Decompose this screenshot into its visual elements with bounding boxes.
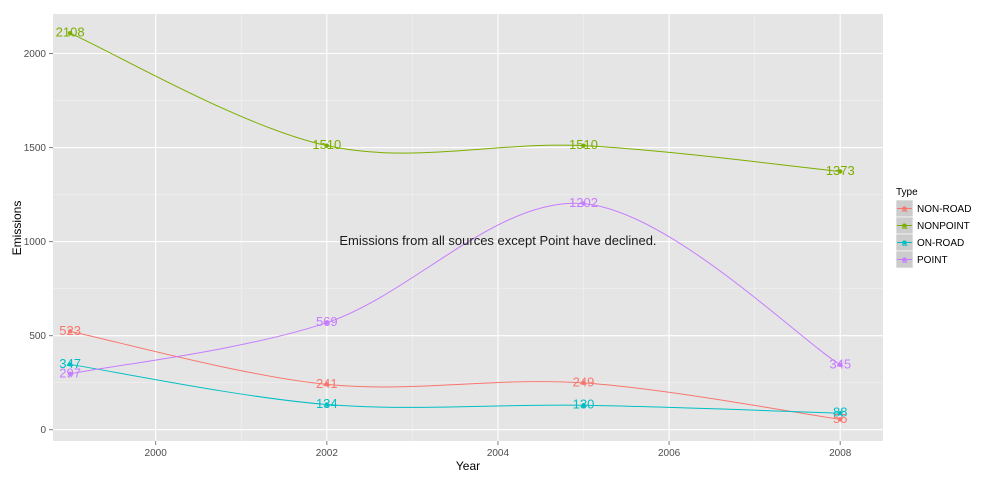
legend-key-glyph-nonpoint: a bbox=[902, 221, 908, 232]
data-label-nonpoint: 1510 bbox=[569, 137, 598, 152]
data-point-non-road bbox=[67, 329, 73, 334]
chart-annotation: Emissions from all sources except Point … bbox=[339, 233, 656, 248]
legend-key-glyph-non-road: a bbox=[902, 204, 908, 215]
legend-key-point-point bbox=[902, 257, 907, 262]
data-point-on-road bbox=[67, 362, 73, 367]
data-label-point: 569 bbox=[316, 314, 338, 329]
data-point-non-road bbox=[838, 417, 843, 422]
y-tick-label: 500 bbox=[29, 331, 46, 342]
data-label-point: 1202 bbox=[569, 195, 598, 210]
data-point-nonpoint bbox=[324, 143, 330, 148]
legend-key-point-on-road bbox=[902, 240, 907, 245]
data-label-on-road: 347 bbox=[59, 356, 81, 371]
minor-gridlines bbox=[53, 14, 883, 441]
x-tick-label: 2006 bbox=[658, 448, 681, 459]
series-line-nonpoint bbox=[69, 32, 841, 172]
y-tick-label: 0 bbox=[40, 425, 46, 436]
legend: Type a NON-ROAD a NONPOINT a ON-ROAD a POINT bbox=[895, 187, 971, 269]
legend-key-glyph-on-road: a bbox=[902, 238, 908, 249]
y-tick-label: 1500 bbox=[24, 143, 47, 154]
data-label-on-road: 130 bbox=[573, 397, 595, 412]
data-label-non-road: 55 bbox=[833, 411, 847, 426]
legend-label-on-road: ON-ROAD bbox=[917, 238, 964, 249]
data-label-non-road: 241 bbox=[316, 376, 338, 391]
y-axis-title: Emissions bbox=[10, 201, 24, 256]
data-point-nonpoint bbox=[838, 169, 843, 174]
major-gridlines bbox=[53, 14, 883, 441]
data-label-non-road: 249 bbox=[573, 374, 595, 389]
data-label-point: 345 bbox=[829, 356, 851, 371]
legend-title: Type bbox=[896, 187, 918, 198]
data-point-on-road bbox=[581, 403, 586, 408]
data-label-point: 297 bbox=[59, 365, 81, 380]
data-point-on-road bbox=[324, 402, 330, 407]
data-point-nonpoint bbox=[67, 30, 73, 36]
legend-label-non-road: NON-ROAD bbox=[917, 204, 971, 215]
data-label-on-road: 88 bbox=[833, 405, 847, 420]
series-line-point bbox=[70, 202, 841, 375]
data-label-nonpoint: 2108 bbox=[56, 25, 85, 40]
y-axis-ticks: 0 500 1000 1500 2000 bbox=[24, 49, 53, 436]
data-label-nonpoint: 1373 bbox=[826, 163, 855, 178]
legend-key-point-non-road bbox=[902, 206, 907, 211]
series-points bbox=[67, 30, 843, 422]
x-axis-ticks: 2000 2002 2004 2006 2008 bbox=[145, 441, 852, 459]
y-tick-label: 1000 bbox=[24, 237, 47, 248]
data-point-point bbox=[838, 362, 843, 368]
plot-panel bbox=[53, 14, 883, 441]
x-tick-label: 2002 bbox=[316, 448, 339, 459]
data-point-non-road bbox=[581, 380, 586, 386]
y-tick-label: 2000 bbox=[24, 49, 47, 60]
data-point-point bbox=[581, 201, 586, 206]
legend-label-nonpoint: NONPOINT bbox=[917, 221, 970, 232]
x-axis-title: Year bbox=[456, 459, 480, 473]
data-label-on-road: 134 bbox=[316, 396, 338, 411]
legend-key-point-nonpoint bbox=[902, 223, 907, 228]
data-labels: 523 241 249 55 2108 1510 1510 1373 347 134 130 88 29… bbox=[56, 25, 855, 426]
series-line-non-road bbox=[70, 330, 841, 420]
x-tick-label: 2004 bbox=[487, 448, 510, 459]
data-point-nonpoint bbox=[581, 143, 586, 148]
data-label-non-road: 523 bbox=[59, 323, 81, 338]
data-point-non-road bbox=[324, 382, 330, 387]
data-label-nonpoint: 1510 bbox=[312, 137, 341, 152]
data-point-point bbox=[324, 320, 330, 325]
legend-label-point: POINT bbox=[917, 255, 948, 266]
data-point-point bbox=[67, 371, 73, 377]
series-lines bbox=[69, 32, 841, 420]
x-tick-label: 2008 bbox=[829, 448, 852, 459]
legend-key-glyph-point: a bbox=[902, 255, 908, 266]
series-line-on-road bbox=[70, 363, 841, 414]
x-tick-label: 2000 bbox=[145, 448, 168, 459]
data-point-on-road bbox=[838, 410, 843, 416]
